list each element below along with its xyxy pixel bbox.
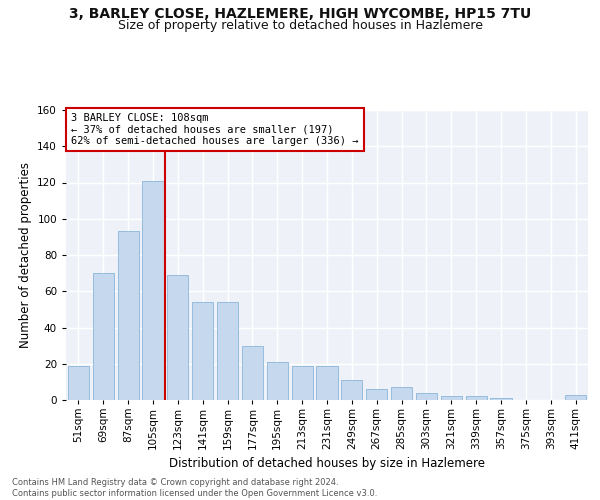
Bar [118, 232, 139, 400]
Text: 3 BARLEY CLOSE: 108sqm
← 37% of detached houses are smaller (197)
62% of semi-de: 3 BARLEY CLOSE: 108sqm ← 37% of detached… [71, 113, 359, 146]
Bar [267, 362, 288, 400]
Bar [192, 302, 213, 400]
Bar [341, 380, 362, 400]
Bar [292, 366, 313, 400]
Bar [490, 398, 512, 400]
X-axis label: Distribution of detached houses by size in Hazlemere: Distribution of detached houses by size … [169, 458, 485, 470]
Bar [217, 302, 238, 400]
Bar [565, 394, 586, 400]
Text: 3, BARLEY CLOSE, HAZLEMERE, HIGH WYCOMBE, HP15 7TU: 3, BARLEY CLOSE, HAZLEMERE, HIGH WYCOMBE… [69, 8, 531, 22]
Bar [167, 275, 188, 400]
Bar [93, 273, 114, 400]
Bar [68, 366, 89, 400]
Bar [142, 180, 164, 400]
Bar [242, 346, 263, 400]
Text: Size of property relative to detached houses in Hazlemere: Size of property relative to detached ho… [118, 18, 482, 32]
Text: Contains HM Land Registry data © Crown copyright and database right 2024.
Contai: Contains HM Land Registry data © Crown c… [12, 478, 377, 498]
Bar [466, 396, 487, 400]
Bar [441, 396, 462, 400]
Bar [366, 389, 387, 400]
Bar [391, 388, 412, 400]
Y-axis label: Number of detached properties: Number of detached properties [19, 162, 32, 348]
Bar [416, 393, 437, 400]
Bar [316, 366, 338, 400]
